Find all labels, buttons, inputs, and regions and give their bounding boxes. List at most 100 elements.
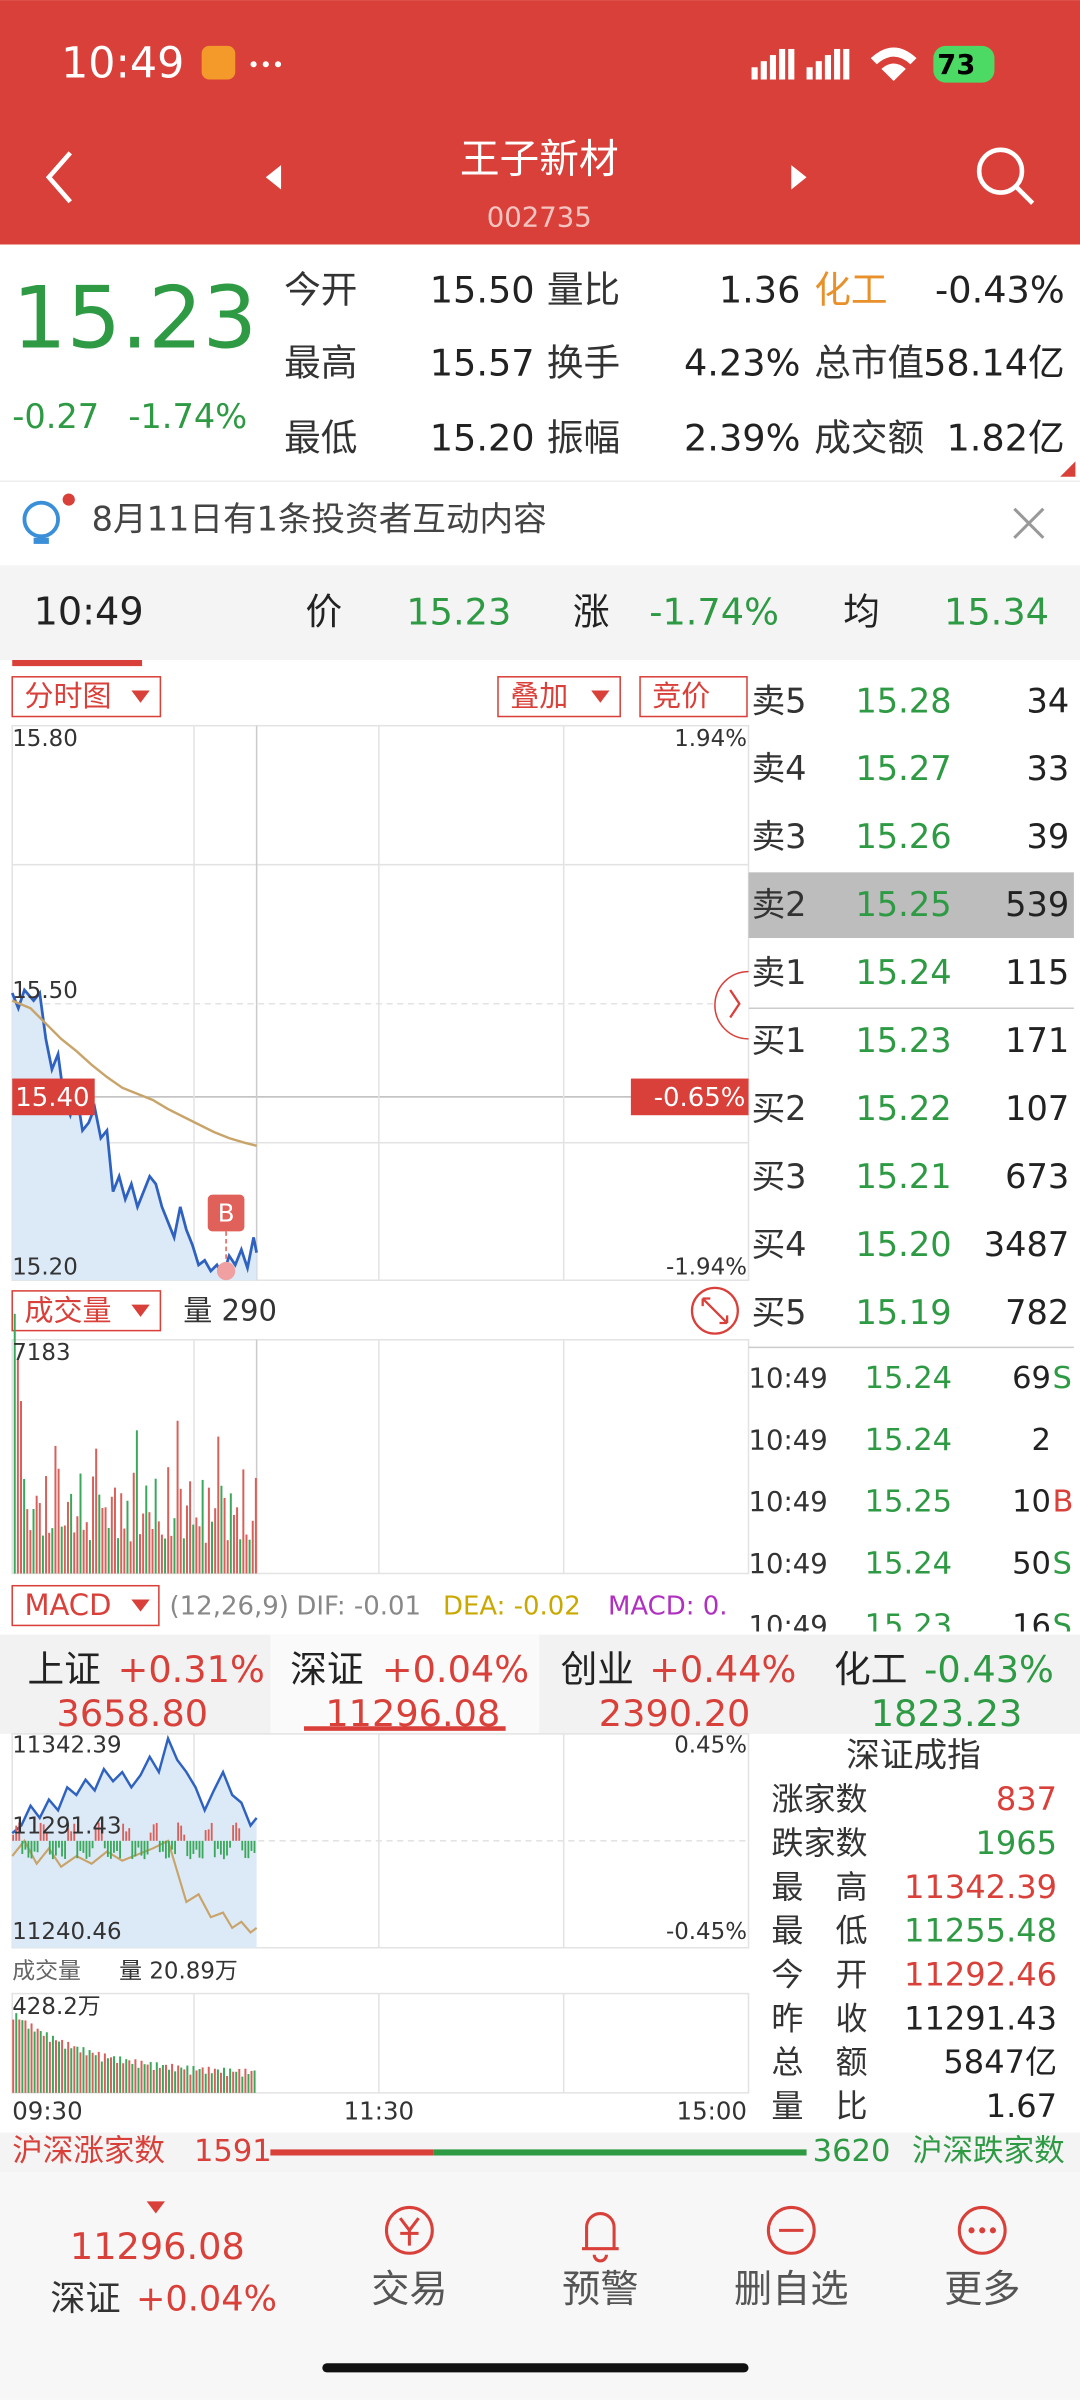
stock-code: 002735 [487,202,592,234]
battery [933,45,995,83]
macd-bar [36,1840,39,1853]
index-name[interactable]: 化工 [834,1648,907,1691]
volume-bar [20,1401,22,1574]
volume-bar [82,2047,85,2093]
trade-side: S [1053,1547,1072,1582]
volume-bar [18,2019,21,2093]
macd-bar [54,1840,57,1856]
volume-bar [35,1495,38,1574]
book-price: 15.22 [855,1089,951,1128]
macd-bar [51,1840,54,1860]
index-underline [303,1726,506,1731]
quote-label: 总市值 [814,342,924,385]
back-button[interactable] [45,151,72,204]
index-name[interactable]: 创业 [561,1648,634,1691]
ref-pct-label: -0.65% [654,1083,746,1113]
volume-bar [132,1472,135,1574]
volume-bar [103,2053,106,2093]
footer-button[interactable]: 更多 [944,2268,1020,2312]
macd-bar [183,1834,186,1841]
macd-bar [131,1840,134,1859]
volume-bar [16,1358,19,1574]
volume-bar [250,2070,253,2093]
volume-bar [170,1535,173,1574]
macd-bar [76,1840,79,1859]
volume-bar [185,1505,188,1574]
overlay-tab[interactable] [497,676,621,718]
index-macd-bars [12,1822,256,1860]
volume-bar [70,2048,73,2093]
prev-stock[interactable] [265,165,282,190]
volume-bar [135,1430,138,1574]
volume-bar [134,2059,137,2093]
volume-bar [64,2048,67,2093]
volume-bar [145,1485,148,1574]
volume-bar [245,1534,248,1574]
footer-button[interactable]: 预警 [562,2268,638,2312]
volume-bar [210,2073,213,2093]
volume-bar [125,2059,128,2093]
macd-bar [30,1840,33,1859]
volume-bar [160,1534,163,1574]
signal-icons [751,47,917,82]
macd-bar [171,1840,173,1850]
macd-bar [125,1831,128,1841]
index-name[interactable]: 上证 [27,1648,100,1691]
trade-price: 15.24 [865,1423,952,1458]
quote-label: 化工 [814,268,887,311]
book-volume: 673 [1005,1157,1069,1196]
macd-bar [210,1822,213,1841]
volume-bar [54,2040,57,2093]
bulb-icon [22,493,75,544]
stat-value: 11342.39 [904,1868,1057,1906]
index-change: +0.44% [649,1648,796,1691]
index-name[interactable]: 深证 [290,1648,363,1691]
volume-bar [98,1494,101,1574]
trade-volume: 69 [1012,1361,1051,1396]
macd-bar [73,1823,76,1841]
y-label: -0.45% [666,1919,747,1945]
side-toggle[interactable] [714,970,749,1040]
trade-side: S [1053,1361,1072,1396]
volume-bar [58,2041,61,2093]
volume-bar [242,1469,245,1574]
volume-bar [195,1517,198,1574]
macd-bar [207,1829,210,1841]
footer-buttons: 交易 预警 删自选 更多 [371,2268,1020,2312]
notice-close[interactable] [1013,507,1045,539]
volume-bar [189,1481,192,1574]
macd-bar [128,1828,131,1841]
macd-dif: DIF: -0.01 [296,1592,421,1622]
volume-tab-label: 成交量 [24,1293,111,1327]
footer-button[interactable]: 交易 [371,2268,447,2312]
volume-bar [171,2063,174,2093]
macd-bar [97,1822,100,1841]
volume-bar [176,1420,179,1574]
macd-tab[interactable] [11,1584,160,1627]
volume-bar [177,2065,180,2093]
quote-value: 15.57 [430,342,535,385]
intraday-tab[interactable] [11,676,162,718]
footer-button[interactable]: 删自选 [734,2268,849,2312]
footer-index-value[interactable]: 11296.08 [70,2225,245,2268]
volume-label: 量 20.89万 [119,1959,238,1985]
notice-text[interactable]: 8月11日有1条投资者互动内容 [92,499,547,538]
search-button[interactable] [976,147,1035,205]
volume-bar [236,1507,239,1574]
auction-tab[interactable] [639,676,748,718]
stat-label: 总 额 [771,2043,867,2081]
volume-tab[interactable] [11,1290,162,1332]
ticker-avg: 15.34 [944,591,1049,634]
volume-bar [229,1493,232,1574]
volume-bar [15,2013,18,2093]
volume-bar [79,2052,82,2093]
index-tabs: 上证 +0.31%3658.80 深证 +0.04%11296.08 创业 +0.44%2… [27,1648,1053,1735]
volume-bar [82,1529,85,1574]
next-stock[interactable] [791,165,807,190]
expand-icon[interactable] [690,1286,739,1335]
macd-bar [21,1840,24,1854]
macd-bar [15,1825,18,1841]
volume-bar [155,2062,158,2093]
quote-label: 换手 [547,342,620,385]
volume-bar [247,2074,250,2093]
